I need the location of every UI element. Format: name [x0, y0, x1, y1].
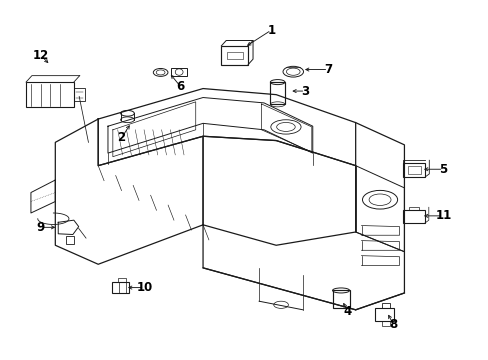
Text: 2: 2 [117, 131, 125, 144]
Bar [332, 291, 349, 308]
Text: 9: 9 [37, 221, 45, 234]
Text: 8: 8 [388, 318, 397, 331]
Text: 6: 6 [176, 80, 184, 93]
Bar [403, 210, 424, 223]
Bar [65, 236, 74, 244]
Text: 4: 4 [343, 306, 351, 319]
Text: 11: 11 [434, 210, 450, 222]
Text: 10: 10 [136, 281, 152, 294]
Bar [381, 303, 389, 308]
Bar [26, 82, 74, 107]
Bar [407, 166, 420, 174]
Bar [171, 68, 186, 76]
Bar [374, 308, 393, 321]
Bar [381, 321, 389, 325]
Text: 12: 12 [33, 49, 49, 62]
Bar [270, 82, 285, 104]
Bar [408, 207, 418, 210]
Text: 1: 1 [267, 24, 275, 37]
Bar [402, 163, 425, 177]
Bar [112, 282, 129, 293]
Bar [226, 51, 242, 59]
Text: 5: 5 [438, 163, 447, 176]
Text: 7: 7 [324, 63, 332, 76]
Bar [118, 278, 125, 282]
Bar [74, 88, 84, 101]
Bar [221, 46, 247, 64]
Text: 3: 3 [301, 85, 309, 98]
